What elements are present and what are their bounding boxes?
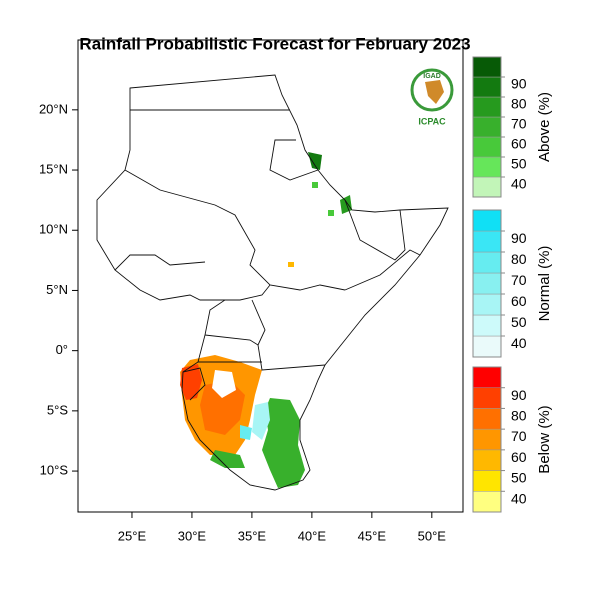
colorbar-tick-label: 90 <box>511 76 527 92</box>
x-tick-label: 25°E <box>118 528 147 543</box>
colorbar-bin <box>472 116 502 138</box>
colorbar-bin <box>472 272 502 295</box>
logo-africa <box>425 80 444 104</box>
y-tick-label: 5°S <box>47 402 68 417</box>
colorbar-bin <box>472 335 502 358</box>
map-frame <box>77 39 464 513</box>
colorbar-bin <box>472 314 502 337</box>
colorbar-tick-label: 50 <box>511 470 527 486</box>
colorbar-bin <box>472 176 502 198</box>
colorbar-bin <box>472 209 502 232</box>
colorbar-tick-label: 90 <box>511 387 527 403</box>
above-patch <box>340 195 352 214</box>
colorbar-bin <box>472 491 502 513</box>
colorbar-tick-label: 70 <box>511 428 527 444</box>
x-tick-label: 45°E <box>358 528 387 543</box>
logo-bottom-text: ICPAC <box>418 116 446 126</box>
colorbar-title: Normal (%) <box>536 246 553 322</box>
country-border <box>344 199 406 261</box>
colorbar-tick-label: 40 <box>511 176 527 192</box>
forecast-patches <box>180 152 352 488</box>
colorbar-bin <box>472 96 502 118</box>
colorbar-bin <box>472 56 502 78</box>
above-patch <box>312 182 318 188</box>
colorbar-tick-label: 90 <box>511 230 527 246</box>
colorbar-bin <box>472 156 502 178</box>
colorbar-bin <box>472 408 502 430</box>
y-tick-label: 0° <box>56 342 68 357</box>
country-border <box>182 367 206 401</box>
country-borders <box>96 74 449 491</box>
colorbar-frame <box>472 209 502 358</box>
country-border <box>251 299 326 371</box>
colorbar-tick-label: 60 <box>511 136 527 152</box>
country-border <box>124 169 346 291</box>
colorbar-bin <box>472 136 502 158</box>
normal-patch <box>252 402 270 440</box>
colorbar-tick-label: 80 <box>511 96 527 112</box>
above-patch <box>210 450 245 468</box>
colorbar-bin <box>472 449 502 471</box>
region-outline <box>96 74 449 491</box>
colorbar-bin <box>472 470 502 492</box>
y-tick-label: 20°N <box>39 101 68 116</box>
colorbar-bin <box>472 366 502 388</box>
logo-top-text: IGAD <box>423 73 441 80</box>
country-border <box>269 139 319 181</box>
colorbar-title: Above (%) <box>536 92 553 162</box>
normal-patch <box>240 425 252 440</box>
y-tick-label: 10°N <box>39 222 68 237</box>
colorbar-tick-label: 80 <box>511 407 527 423</box>
colorbar-bin <box>472 76 502 98</box>
map-title: Rainfall Probabilistic Forecast for Febr… <box>79 34 470 53</box>
colorbar-tick-label: 60 <box>511 293 527 309</box>
above-patch <box>262 398 305 488</box>
country-border <box>344 249 421 291</box>
colorbar-bin <box>472 230 502 253</box>
colorbar-bin <box>472 428 502 451</box>
country-border <box>225 284 271 301</box>
above-patch <box>308 152 322 170</box>
x-tick-label: 40°E <box>298 528 327 543</box>
above-patch <box>328 210 334 216</box>
colorbar-tick-label: 70 <box>511 272 527 288</box>
y-tick-label: 5°N <box>46 282 68 297</box>
colorbar-tick-label: 40 <box>511 335 527 351</box>
y-tick-label: 15°N <box>39 161 68 176</box>
colorbar-tick-label: 50 <box>511 156 527 172</box>
colorbar-bin <box>472 293 502 316</box>
colorbar-title: Below (%) <box>536 405 553 473</box>
y-tick-label: 10°S <box>40 462 69 477</box>
below-patch <box>288 262 294 267</box>
below-patch <box>180 364 202 400</box>
no-signal <box>212 370 236 398</box>
x-tick-label: 30°E <box>178 528 207 543</box>
colorbar-bin <box>472 251 502 274</box>
below-patch <box>200 380 245 435</box>
colorbar-tick-label: 50 <box>511 314 527 330</box>
x-tick-label: 35°E <box>238 528 267 543</box>
colorbar-frame <box>472 366 502 513</box>
colorbar-tick-label: 40 <box>511 490 527 506</box>
colorbar-tick-label: 80 <box>511 251 527 267</box>
logo: IGAD ICPAC <box>410 68 454 126</box>
colorbar-tick-label: 70 <box>511 116 527 132</box>
country-border <box>114 254 206 271</box>
colorbar-frame <box>472 56 502 198</box>
country-border <box>204 334 259 346</box>
colorbar-bin <box>472 387 502 409</box>
x-tick-label: 50°E <box>418 528 447 543</box>
colorbar-tick-label: 60 <box>511 449 527 465</box>
